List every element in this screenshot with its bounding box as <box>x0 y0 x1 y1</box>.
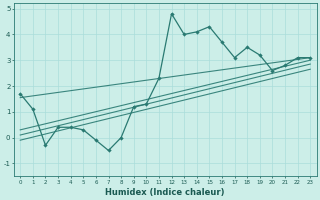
X-axis label: Humidex (Indice chaleur): Humidex (Indice chaleur) <box>106 188 225 197</box>
